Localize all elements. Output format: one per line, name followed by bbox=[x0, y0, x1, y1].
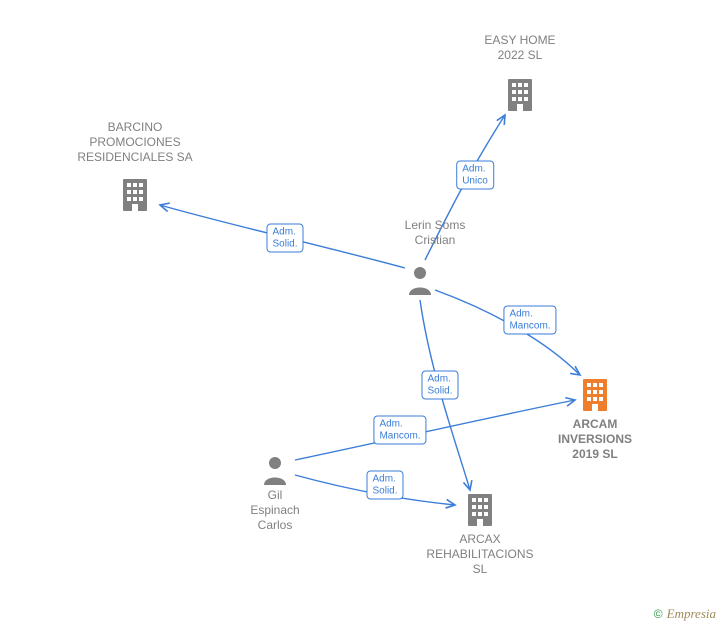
node-label-barcino: BARCINO PROMOCIONES RESIDENCIALES SA bbox=[77, 120, 192, 165]
node-label-gil: Gil Espinach Carlos bbox=[250, 488, 299, 533]
node-label-lerin: Lerin Soms Cristian bbox=[405, 218, 466, 248]
edge-gil-arcam bbox=[295, 400, 575, 460]
building-icon-arcam bbox=[579, 377, 611, 413]
copyright-symbol: © bbox=[654, 607, 663, 621]
edge-label-lerin-arcam: Adm. Mancom. bbox=[503, 306, 556, 335]
building-icon-barcino bbox=[119, 177, 151, 213]
diagram-canvas bbox=[0, 0, 728, 630]
building-icon-easy_home bbox=[504, 77, 536, 113]
edge-arrow-lerin-easyhome bbox=[497, 115, 505, 125]
edge-label-lerin-easyhome: Adm. Unico bbox=[456, 161, 494, 190]
node-label-easy_home: EASY HOME 2022 SL bbox=[484, 33, 555, 63]
person-icon-lerin bbox=[407, 265, 433, 295]
node-label-arcam: ARCAM INVERSIONS 2019 SL bbox=[558, 417, 632, 462]
watermark: © Empresia bbox=[654, 606, 716, 622]
edge-label-gil-arcax: Adm. Solid. bbox=[366, 471, 403, 500]
building-icon-arcax bbox=[464, 492, 496, 528]
person-icon-gil bbox=[262, 455, 288, 485]
edge-label-gil-arcam: Adm. Mancom. bbox=[373, 416, 426, 445]
edge-label-lerin-arcax: Adm. Solid. bbox=[421, 371, 458, 400]
edge-label-lerin-barcino: Adm. Solid. bbox=[266, 224, 303, 253]
node-label-arcax: ARCAX REHABILITACIONS SL bbox=[426, 532, 533, 577]
watermark-text: Empresia bbox=[667, 606, 716, 621]
